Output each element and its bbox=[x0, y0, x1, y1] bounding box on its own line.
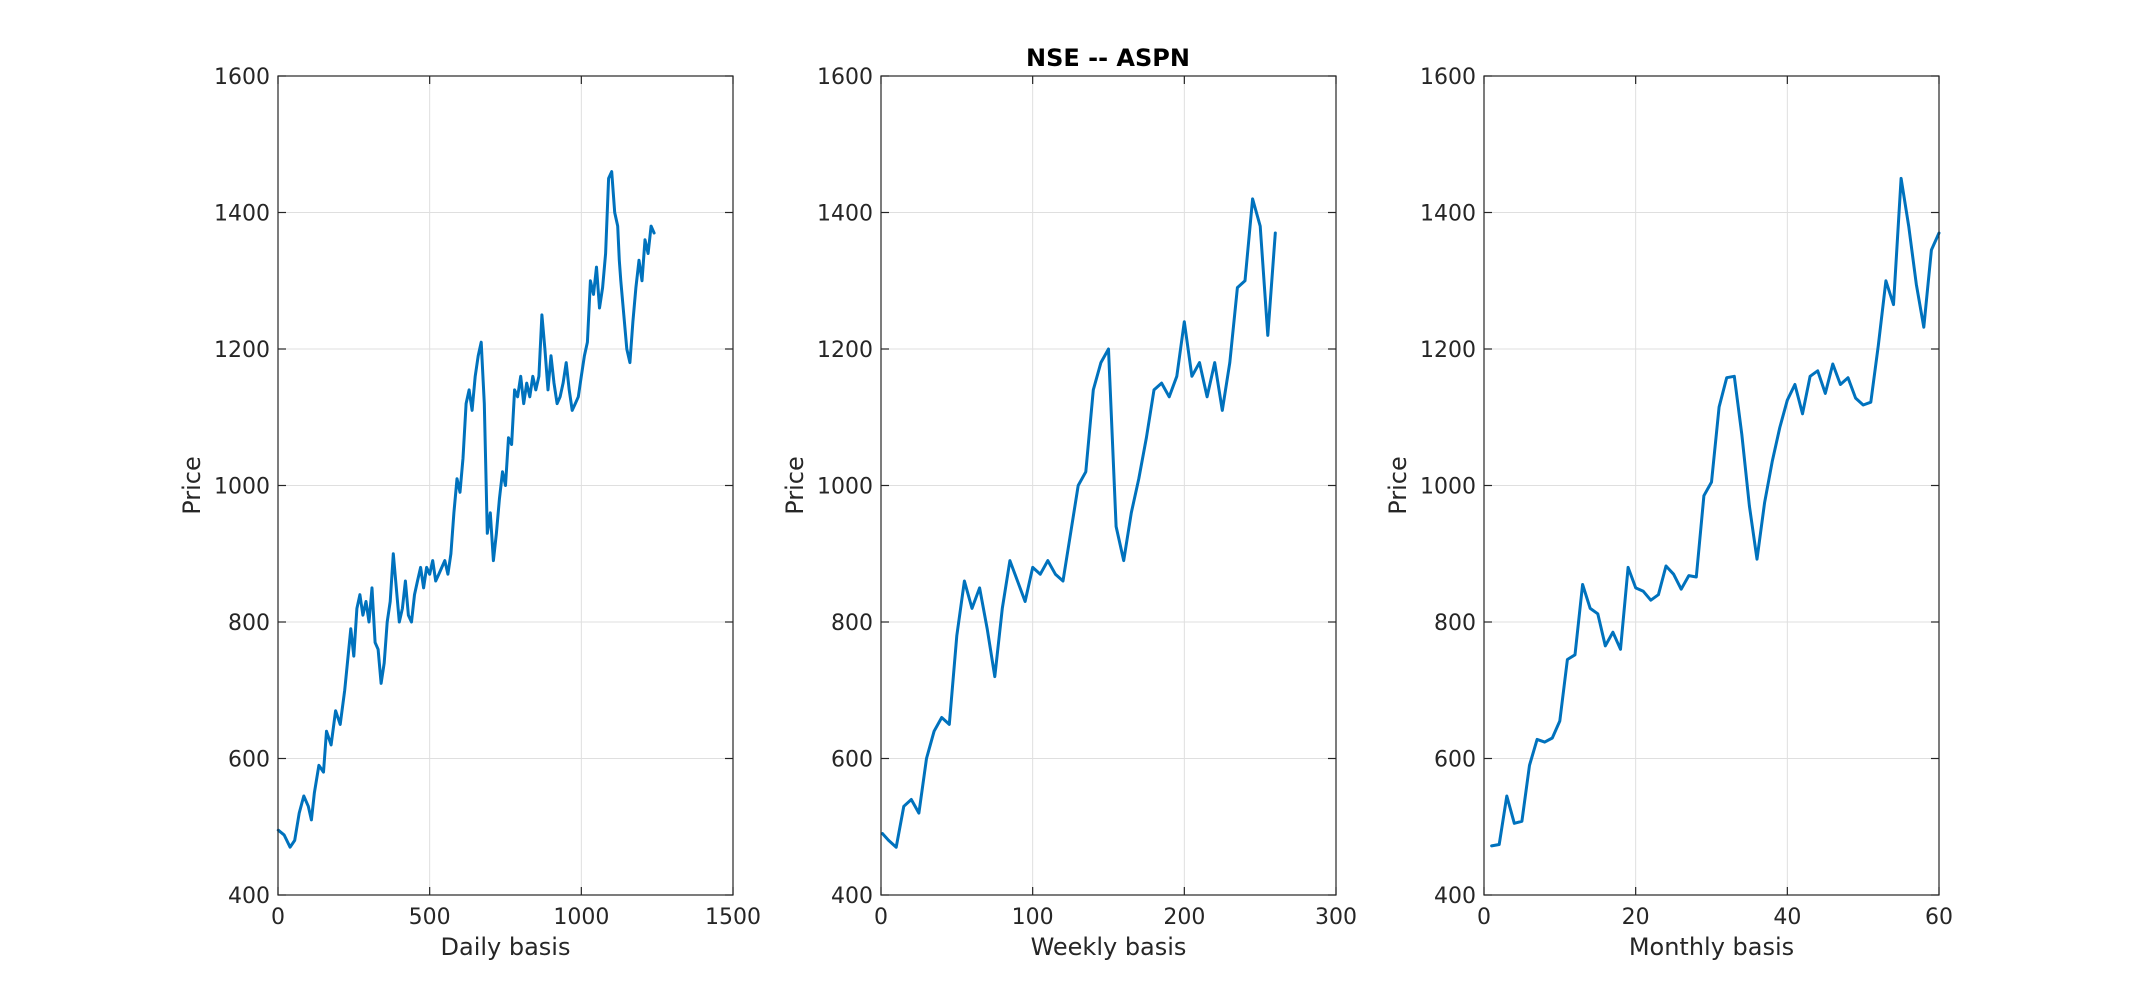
weekly-series-line bbox=[881, 197, 1277, 849]
daily-y-tick-label: 1200 bbox=[214, 338, 270, 363]
monthly-series-line bbox=[1490, 176, 1941, 848]
daily-y-tick-label: 800 bbox=[228, 611, 270, 636]
monthly-y-tick-label: 800 bbox=[1434, 611, 1476, 636]
weekly-x-tick-label: 200 bbox=[1163, 905, 1205, 930]
weekly-y-tick-label: 1600 bbox=[817, 65, 873, 90]
weekly-x-axis-label: Weekly basis bbox=[1031, 933, 1187, 961]
monthly-x-tick-label: 20 bbox=[1622, 905, 1650, 930]
weekly-x-tick-label: 0 bbox=[874, 905, 888, 930]
monthly-y-axis-label: Price bbox=[1384, 456, 1412, 515]
weekly-y-tick-label: 600 bbox=[831, 748, 873, 773]
monthly-y-tick-label: 1200 bbox=[1420, 338, 1476, 363]
monthly-y-tick-label: 600 bbox=[1434, 748, 1476, 773]
weekly-y-axis-label: Price bbox=[781, 456, 809, 515]
daily-series-line bbox=[276, 170, 656, 849]
monthly-y-tick-label: 400 bbox=[1434, 884, 1476, 909]
weekly-y-tick-label: 800 bbox=[831, 611, 873, 636]
monthly-x-tick-label: 40 bbox=[1773, 905, 1801, 930]
monthly-y-tick-label: 1400 bbox=[1420, 202, 1476, 227]
weekly-y-tick-label: 400 bbox=[831, 884, 873, 909]
subplot-monthly: 0 20 40 60 400 600 800 1000 1200 1400 1600 Monthly … bbox=[1384, 65, 1953, 961]
weekly-y-tick-label: 1000 bbox=[817, 475, 873, 500]
figure-title: NSE -- ASPN bbox=[1026, 44, 1190, 72]
daily-y-axis-label: Price bbox=[178, 456, 206, 515]
daily-y-tick-label: 1000 bbox=[214, 475, 270, 500]
monthly-y-tick-label: 1600 bbox=[1420, 65, 1476, 90]
daily-x-tick-label: 1000 bbox=[553, 905, 609, 930]
monthly-x-tick-label: 60 bbox=[1925, 905, 1953, 930]
subplot-daily: 0 500 1000 1500 400 600 800 1000 1200 1400 1600 Dai… bbox=[178, 65, 761, 961]
subplot-weekly: 0 100 200 300 400 600 800 1000 1200 1400 1600 Weekl… bbox=[781, 65, 1357, 961]
daily-y-tick-label: 400 bbox=[228, 884, 270, 909]
daily-y-tick-label: 1400 bbox=[214, 202, 270, 227]
daily-x-axis-label: Daily basis bbox=[441, 933, 571, 961]
daily-x-tick-label: 500 bbox=[409, 905, 451, 930]
daily-y-tick-label: 600 bbox=[228, 748, 270, 773]
weekly-y-tick-label: 1400 bbox=[817, 202, 873, 227]
weekly-x-tick-label: 100 bbox=[1012, 905, 1054, 930]
monthly-y-tick-label: 1000 bbox=[1420, 475, 1476, 500]
daily-y-tick-label: 1600 bbox=[214, 65, 270, 90]
weekly-x-tick-label: 300 bbox=[1315, 905, 1357, 930]
monthly-x-axis-label: Monthly basis bbox=[1629, 933, 1794, 961]
weekly-y-tick-label: 1200 bbox=[817, 338, 873, 363]
monthly-x-tick-label: 0 bbox=[1477, 905, 1491, 930]
daily-x-tick-label: 1500 bbox=[705, 905, 761, 930]
daily-x-tick-label: 0 bbox=[271, 905, 285, 930]
